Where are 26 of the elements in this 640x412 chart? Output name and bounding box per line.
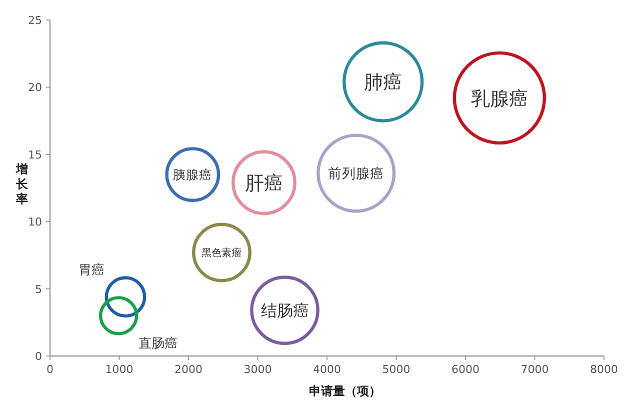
series-label: 黑色素瘤 xyxy=(202,247,242,260)
x-tick-label: 1000 xyxy=(105,363,134,376)
y-tick-label: 20 xyxy=(28,81,42,94)
y-tick-label: 25 xyxy=(28,14,42,27)
x-tick-label: 8000 xyxy=(590,363,618,376)
x-tick-label: 6000 xyxy=(452,363,480,376)
y-tick-label: 15 xyxy=(28,148,42,162)
series-label: 肝癌 xyxy=(244,172,283,194)
series-label: 直肠癌 xyxy=(138,336,178,352)
y-tick-label: 5 xyxy=(35,282,42,296)
x-tick-label: 2000 xyxy=(174,363,202,376)
x-tick-label: 4000 xyxy=(313,363,341,376)
x-axis-title: 申请量（项） xyxy=(309,384,381,398)
x-tick-label: 5000 xyxy=(382,363,410,376)
series-label: 结肠癌 xyxy=(260,301,309,320)
y-axis-title: 增长率 xyxy=(15,162,29,206)
series-label: 乳腺癌 xyxy=(470,88,528,110)
x-tick-label: 0 xyxy=(46,363,54,376)
x-tick-label: 3000 xyxy=(244,363,272,376)
y-tick-label: 10 xyxy=(28,216,42,229)
series-label: 胰腺癌 xyxy=(173,167,212,182)
series-label: 前列腺癌 xyxy=(328,166,384,182)
series-label: 胃癌 xyxy=(78,262,104,278)
y-tick-label: 0 xyxy=(35,350,42,363)
series-label: 肺癌 xyxy=(364,72,402,94)
x-tick-label: 7000 xyxy=(520,363,549,376)
